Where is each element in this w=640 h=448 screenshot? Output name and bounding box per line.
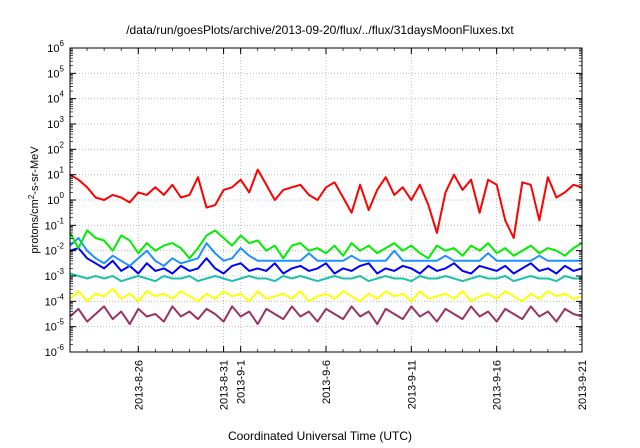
x-tick-label: 2013-9-16 [492, 360, 504, 410]
y-tick-label: 10-2 [45, 242, 65, 258]
y-tick-label: 100 [47, 191, 64, 207]
y-tick-label: 101 [47, 166, 64, 182]
x-tick-labels: 2013-8-26 2013-8-31 2013-9-1 2013-9-6 2013-9… [133, 360, 589, 410]
series-line [69, 168, 583, 239]
x-tick-label: 2013-9-1 [236, 360, 248, 404]
x-tick-label: 2013-9-11 [406, 360, 418, 409]
series-layer [69, 168, 583, 326]
series-line [69, 305, 583, 326]
chart-title: /data/run/goesPlots/archive/2013-09-20/f… [126, 23, 514, 37]
series-line [69, 272, 582, 283]
x-tick-label: 2013-8-26 [133, 360, 145, 410]
y-tick-label: 106 [47, 39, 64, 55]
y-tick-labels: 10-6 10-5 10-4 10-3 10-2 10-1 100 101 102 103 104 1… [45, 39, 65, 359]
y-tick-label: 10-1 [45, 216, 65, 232]
x-tick-label: 2013-9-21 [577, 360, 589, 410]
ticks-layer [69, 47, 583, 353]
y-tick-label: 10-3 [45, 267, 65, 283]
y-tick-label: 102 [47, 140, 64, 156]
x-tick-label: 2013-8-31 [219, 360, 231, 410]
y-axis-label: protons/cm2-s-sr-MeV [27, 146, 41, 254]
x-axis-label: Coordinated Universal Time (UTC) [227, 429, 413, 443]
x-tick-label: 2013-9-6 [321, 360, 333, 404]
series-line [69, 247, 583, 275]
y-tick-label: 10-6 [45, 343, 65, 359]
series-line [69, 237, 582, 267]
y-tick-label: 10-4 [45, 292, 65, 308]
grid-layer [70, 48, 582, 352]
series-line [69, 229, 583, 260]
y-tick-label: 105 [47, 64, 64, 80]
y-tick-label: 10-5 [45, 318, 65, 334]
series-line [69, 287, 583, 303]
y-tick-label: 104 [47, 90, 64, 106]
y-tick-label: 103 [47, 115, 64, 131]
